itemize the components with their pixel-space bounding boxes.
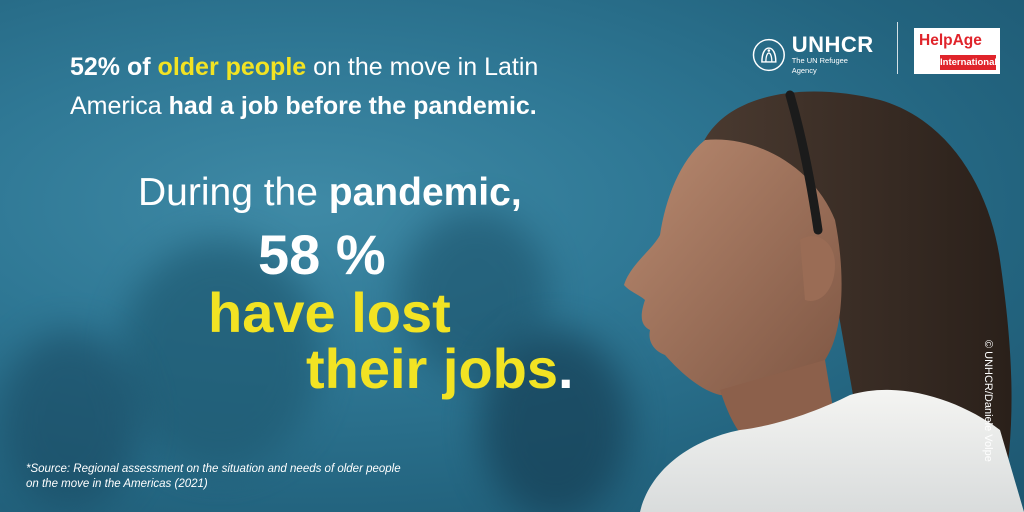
- stat-line1: have lost: [208, 281, 451, 344]
- helpage-name: HelpAge: [919, 32, 982, 49]
- background-blur-3: [480, 330, 630, 512]
- source-line2: on the move in the Americas (2021): [26, 478, 208, 490]
- background-blur-4: [0, 330, 140, 510]
- during-bold: pandemic,: [328, 171, 522, 214]
- headline-text: 52% of older people on the move in Latin…: [70, 48, 570, 126]
- headline-bold: had a job before the pandemic.: [168, 92, 537, 120]
- photo-credit: © UNHCR/Daniele Volpe: [982, 340, 994, 462]
- stat-period: .: [558, 337, 574, 400]
- headband-shape: [785, 90, 823, 235]
- headline-highlight: older people: [157, 53, 307, 81]
- during-pandemic-text: During the pandemic,: [138, 171, 522, 215]
- helpage-logo: HelpAge International: [914, 28, 1000, 74]
- shirt-shape: [640, 389, 1024, 512]
- unhcr-subtitle: The UN Refugee Agency: [791, 56, 848, 75]
- source-note: *Source: Regional assessment on the situ…: [26, 462, 446, 492]
- unhcr-emblem-icon: [752, 38, 785, 72]
- face-shape: [624, 139, 842, 396]
- stat-percent: 58 %: [258, 223, 386, 286]
- headline-part2: on the move in Latin America: [70, 53, 539, 120]
- headline-part1: 52% of: [70, 53, 151, 81]
- stat-line2-wrapper: their jobs.: [306, 338, 574, 400]
- stat-line2: their jobs: [306, 337, 559, 400]
- logo-divider: [897, 22, 898, 74]
- unhcr-name: UNHCR: [791, 32, 874, 57]
- unhcr-text: UNHCR The UN Refugee Agency: [792, 34, 874, 76]
- background-blur-1: [120, 240, 320, 470]
- helpage-subtitle: International: [940, 55, 998, 70]
- source-line1: *Source: Regional assessment on the situ…: [26, 463, 401, 475]
- during-text: During the: [138, 171, 318, 214]
- ear-shape: [800, 236, 835, 301]
- unhcr-logo: UNHCR The UN Refugee Agency: [752, 34, 874, 76]
